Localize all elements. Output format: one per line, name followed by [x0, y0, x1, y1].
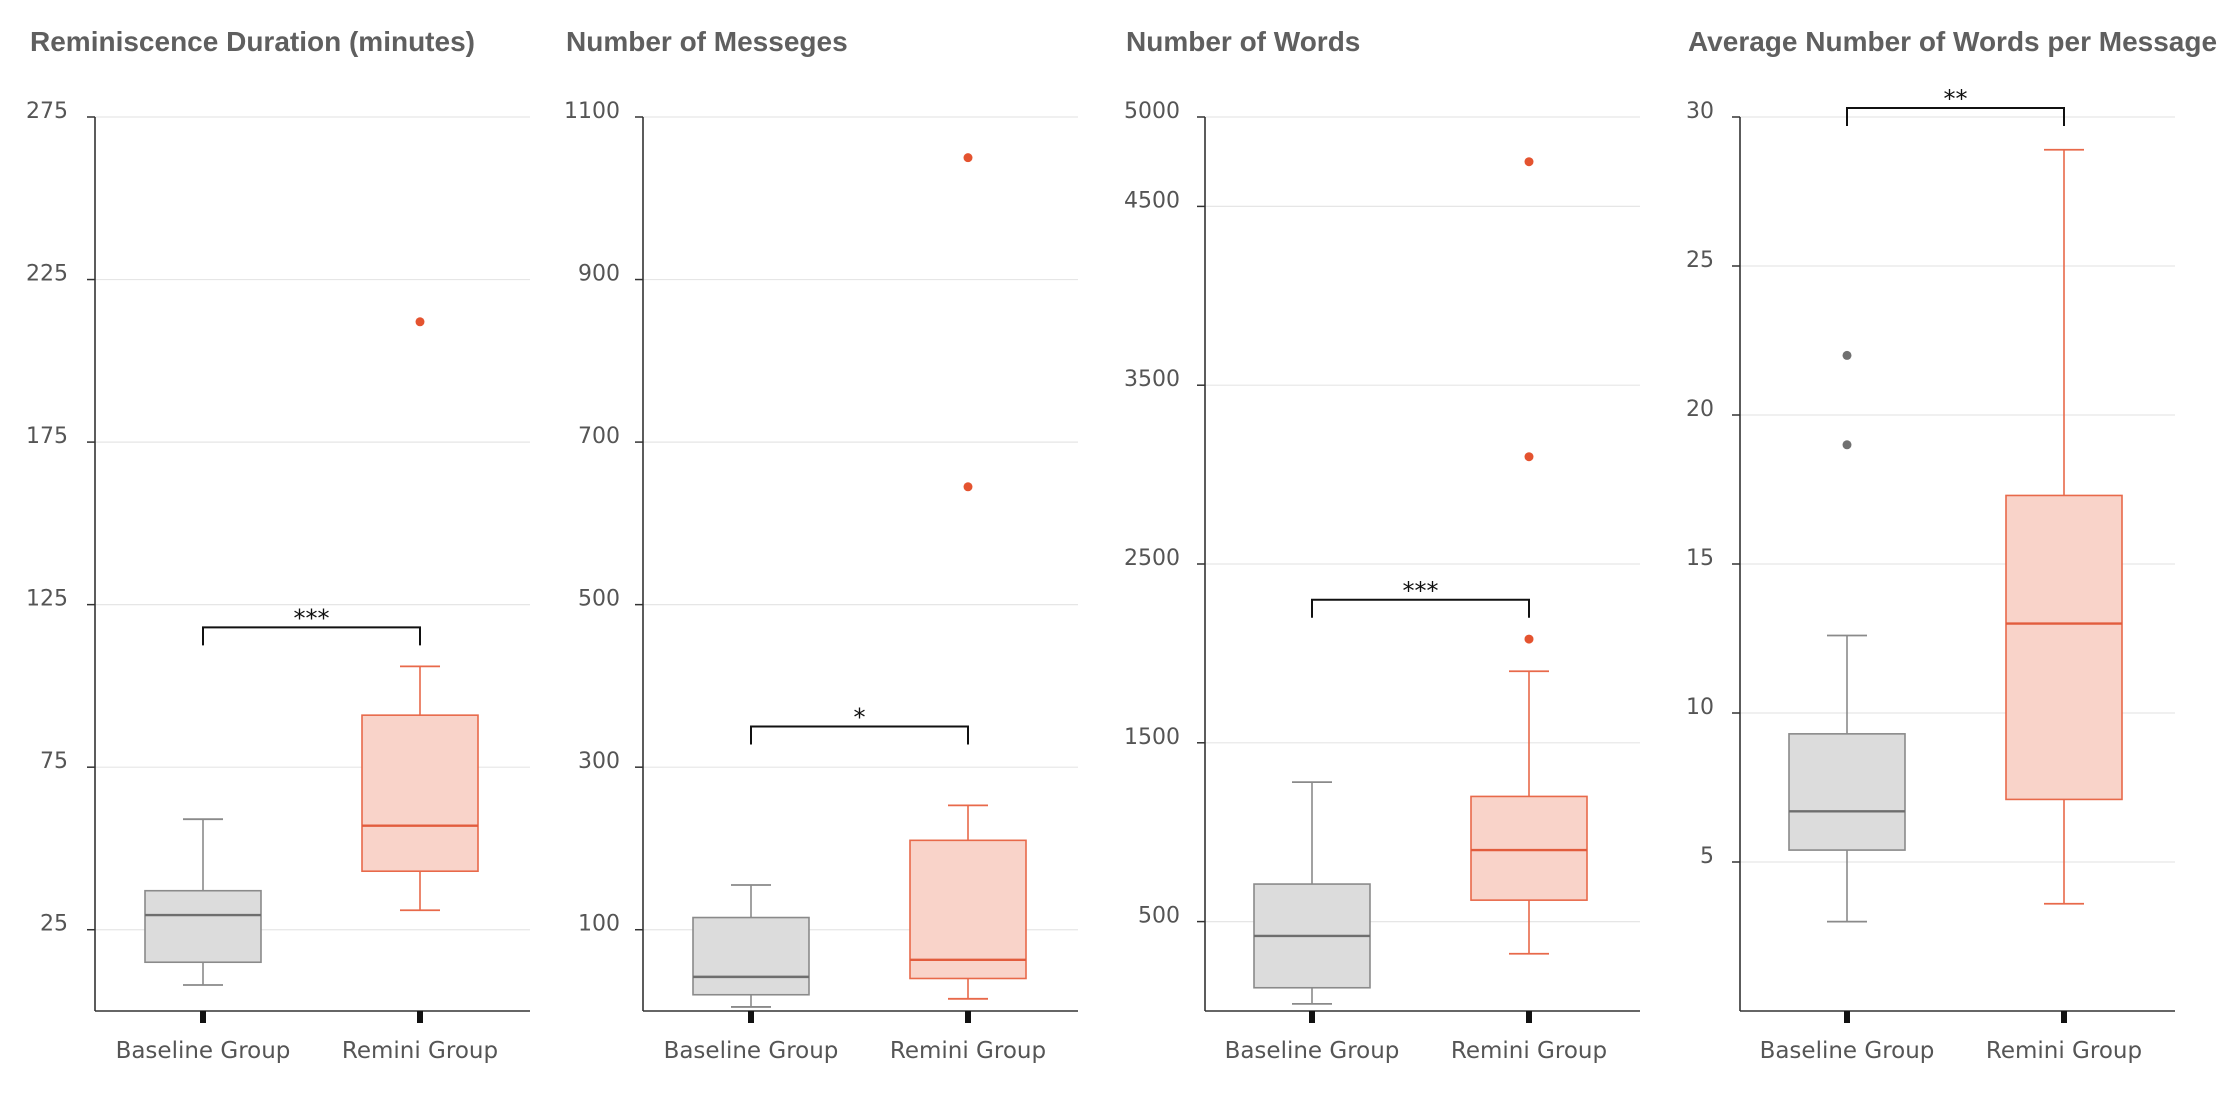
baseline-outlier-point [1842, 440, 1852, 450]
y-tick-label: 275 [26, 99, 68, 124]
chart-panel-2: Number of Messeges 100 300 500 700 900 1100 Bas… [564, 26, 1078, 1064]
x-tick-mark [1844, 1011, 1850, 1023]
chart-panel-3: Number of Words 500 1500 2500 3500 4500 5000 Ba… [1124, 26, 1640, 1064]
significance-bracket [750, 725, 969, 745]
y-tick-label: 10 [1686, 695, 1714, 720]
x-tick-label: Baseline Group [1225, 1038, 1400, 1064]
y-tick-label: 125 [26, 587, 68, 612]
x-tick-mark [417, 1011, 423, 1023]
y-tick-label: 30 [1686, 99, 1714, 124]
remini-box [2005, 494, 2123, 801]
y-tick-label: 500 [578, 587, 620, 612]
chart-title: Average Number of Words per Message [1688, 26, 2217, 57]
x-tick-mark [1309, 1011, 1315, 1023]
baseline-outlier-point [1842, 350, 1852, 360]
x-tick-label: Baseline Group [116, 1038, 291, 1064]
x-tick-mark [200, 1011, 206, 1023]
significance-label: * [854, 704, 866, 732]
remini-box [361, 714, 479, 873]
x-tick-mark [965, 1011, 971, 1023]
y-tick-label: 25 [40, 912, 68, 937]
x-tick-label: Remini Group [342, 1038, 498, 1064]
y-tick-label: 1100 [564, 99, 620, 124]
chart-panel-4: Average Number of Words per Message 5 10 15… [1686, 26, 2217, 1064]
remini-outlier-point [963, 482, 973, 492]
y-tick-label: 300 [578, 749, 620, 774]
remini-outlier-point [963, 153, 973, 163]
x-tick-label: Remini Group [1451, 1038, 1607, 1064]
remini-box [909, 839, 1027, 980]
y-tick-label: 15 [1686, 546, 1714, 571]
significance-bracket [202, 626, 421, 646]
y-tick-label: 100 [578, 912, 620, 937]
significance-bracket [1311, 598, 1530, 618]
y-tick-label: 5 [1700, 844, 1714, 869]
y-tick-label: 1500 [1124, 725, 1180, 750]
significance-label: ** [1944, 85, 1968, 113]
remini-box [1470, 795, 1588, 901]
y-tick-label: 175 [26, 424, 68, 449]
chart-title: Number of Messeges [566, 26, 848, 57]
chart-title: Reminiscence Duration (minutes) [30, 26, 475, 57]
x-tick-label: Baseline Group [664, 1038, 839, 1064]
y-tick-label: 700 [578, 424, 620, 449]
remini-outlier-point [1524, 157, 1534, 167]
x-tick-label: Remini Group [1986, 1038, 2142, 1064]
baseline-box [1788, 733, 1906, 851]
y-tick-label: 25 [1686, 248, 1714, 273]
y-tick-label: 5000 [1124, 99, 1180, 124]
y-tick-label: 20 [1686, 397, 1714, 422]
y-tick-label: 900 [578, 262, 620, 287]
remini-outlier-point [1524, 452, 1534, 462]
significance-label: *** [294, 604, 330, 632]
baseline-box [144, 889, 262, 964]
baseline-box [692, 916, 810, 996]
x-tick-label: Baseline Group [1760, 1038, 1935, 1064]
y-tick-label: 75 [40, 749, 68, 774]
y-tick-label: 225 [26, 262, 68, 287]
chart-panel-1: Reminiscence Duration (minutes) 25 75 125 17… [26, 26, 530, 1064]
chart-title: Number of Words [1126, 26, 1360, 57]
significance-bracket [1846, 107, 2065, 127]
remini-outlier-point [1524, 634, 1534, 644]
x-tick-label: Remini Group [890, 1038, 1046, 1064]
x-tick-mark [748, 1011, 754, 1023]
remini-outlier-point [415, 317, 425, 327]
significance-label: *** [1403, 577, 1439, 605]
x-tick-mark [1526, 1011, 1532, 1023]
x-tick-mark [2061, 1011, 2067, 1023]
y-tick-label: 2500 [1124, 546, 1180, 571]
y-tick-label: 4500 [1124, 188, 1180, 213]
y-tick-label: 500 [1138, 904, 1180, 929]
y-tick-label: 3500 [1124, 367, 1180, 392]
